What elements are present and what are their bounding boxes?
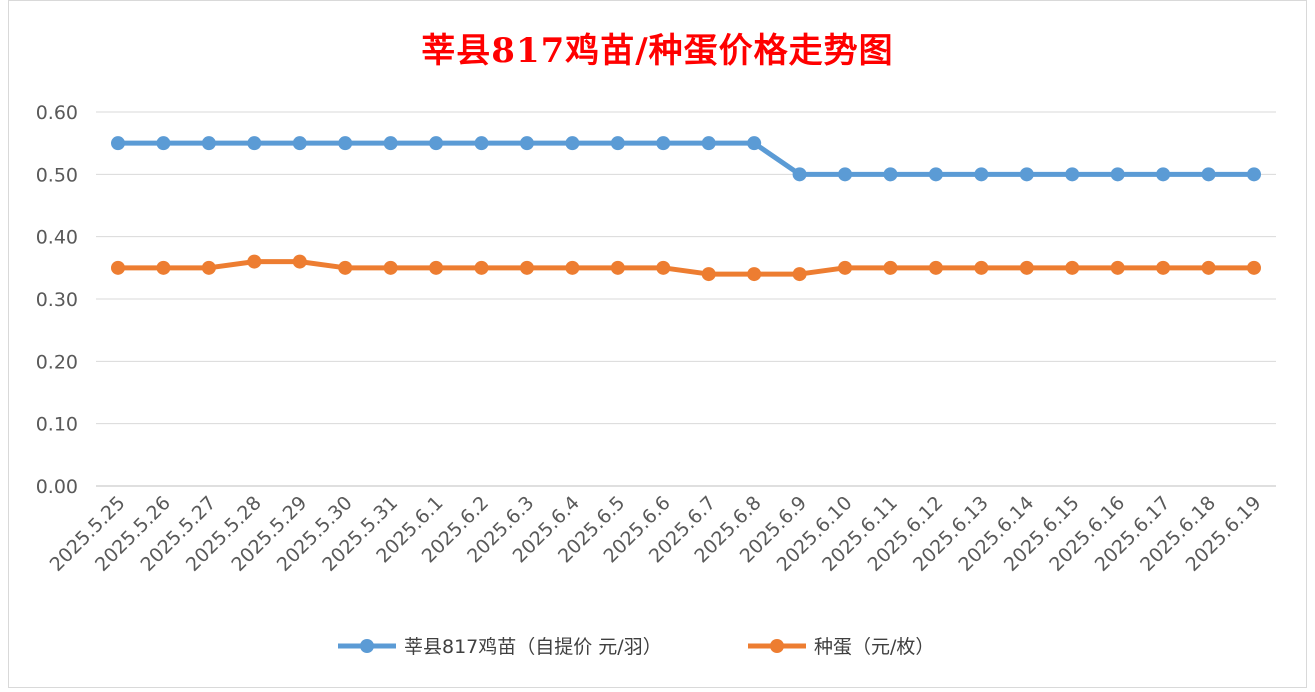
series-2-point <box>838 260 853 275</box>
series-1-point <box>656 136 671 151</box>
series-1-point <box>1065 167 1080 182</box>
series-2-point <box>974 260 989 275</box>
series-2-point <box>747 267 762 282</box>
y-tick-label: 0.20 <box>36 351 78 373</box>
legend-label-1: 莘县817鸡苗（自提价 元/羽） <box>404 636 662 658</box>
y-tick-label: 0.40 <box>36 227 78 249</box>
series-2-point <box>1247 260 1261 275</box>
series-1-point <box>201 136 216 151</box>
series-1-point <box>883 167 898 182</box>
series-1-point <box>1019 167 1034 182</box>
y-tick-label: 0.00 <box>36 476 78 498</box>
series-1-point <box>247 136 262 151</box>
series-1-point <box>974 167 989 182</box>
series-1-point <box>429 136 444 151</box>
series-1-point <box>292 136 307 151</box>
legend-label-2: 种蛋（元/枚） <box>814 636 934 658</box>
series-1-point <box>338 136 353 151</box>
series-1-point <box>383 136 398 151</box>
series-2-point <box>656 260 671 275</box>
y-tick-label: 0.10 <box>36 414 78 436</box>
chart-title: 莘县817鸡苗/种蛋价格走势图 <box>421 31 894 71</box>
series-2-point <box>1065 260 1080 275</box>
legend-marker-1 <box>360 639 374 653</box>
series-2-point <box>519 260 534 275</box>
series-2-point <box>383 260 398 275</box>
series-2-point <box>1110 260 1125 275</box>
series-2-point <box>429 260 444 275</box>
series-1-point <box>792 167 807 182</box>
series-2-point <box>701 267 716 282</box>
series-2-point <box>247 254 262 269</box>
series-line-1 <box>115 140 1257 177</box>
series-2-point <box>1201 260 1216 275</box>
series-2-point <box>565 260 580 275</box>
series-2-point <box>792 267 807 282</box>
series-2-point <box>111 260 125 275</box>
series-line-2 <box>115 259 1257 277</box>
y-tick-label: 0.60 <box>36 102 78 124</box>
series-1-point <box>1156 167 1171 182</box>
y-tick-label: 0.50 <box>36 164 78 186</box>
series-1-point <box>838 167 853 182</box>
series-2-point <box>610 260 625 275</box>
series-2-point <box>1019 260 1034 275</box>
series-2-point <box>201 260 216 275</box>
series-2-point <box>156 260 171 275</box>
series-2-point <box>883 260 898 275</box>
series-1-point <box>111 136 125 151</box>
series-1-point <box>747 136 762 151</box>
series-1-point <box>701 136 716 151</box>
series-1-point <box>474 136 489 151</box>
chart-frame: 莘县817鸡苗/种蛋价格走势图 <box>8 0 1307 688</box>
series-2-point <box>474 260 489 275</box>
series-1-point <box>1110 167 1125 182</box>
series-1-point <box>1247 167 1261 182</box>
series-1-point <box>156 136 171 151</box>
series-1-point <box>519 136 534 151</box>
series-1-point <box>1201 167 1216 182</box>
y-tick-label: 0.30 <box>36 289 78 311</box>
series-2-point <box>292 254 307 269</box>
series-1-point <box>610 136 625 151</box>
series-1-point <box>928 167 943 182</box>
series-2-point <box>928 260 943 275</box>
series-1-point <box>565 136 580 151</box>
series-2-point <box>1156 260 1171 275</box>
series-2-point <box>338 260 353 275</box>
legend-marker-2 <box>770 639 784 653</box>
